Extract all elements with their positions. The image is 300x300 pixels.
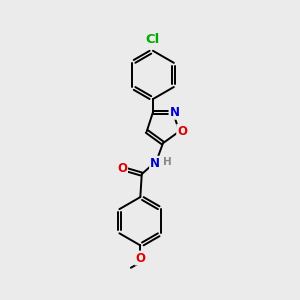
Text: N: N — [150, 157, 160, 170]
Text: N: N — [169, 106, 179, 119]
Text: H: H — [163, 157, 172, 167]
Text: O: O — [135, 251, 145, 265]
Text: O: O — [117, 162, 127, 175]
Text: O: O — [177, 125, 187, 138]
Text: Cl: Cl — [146, 33, 160, 46]
